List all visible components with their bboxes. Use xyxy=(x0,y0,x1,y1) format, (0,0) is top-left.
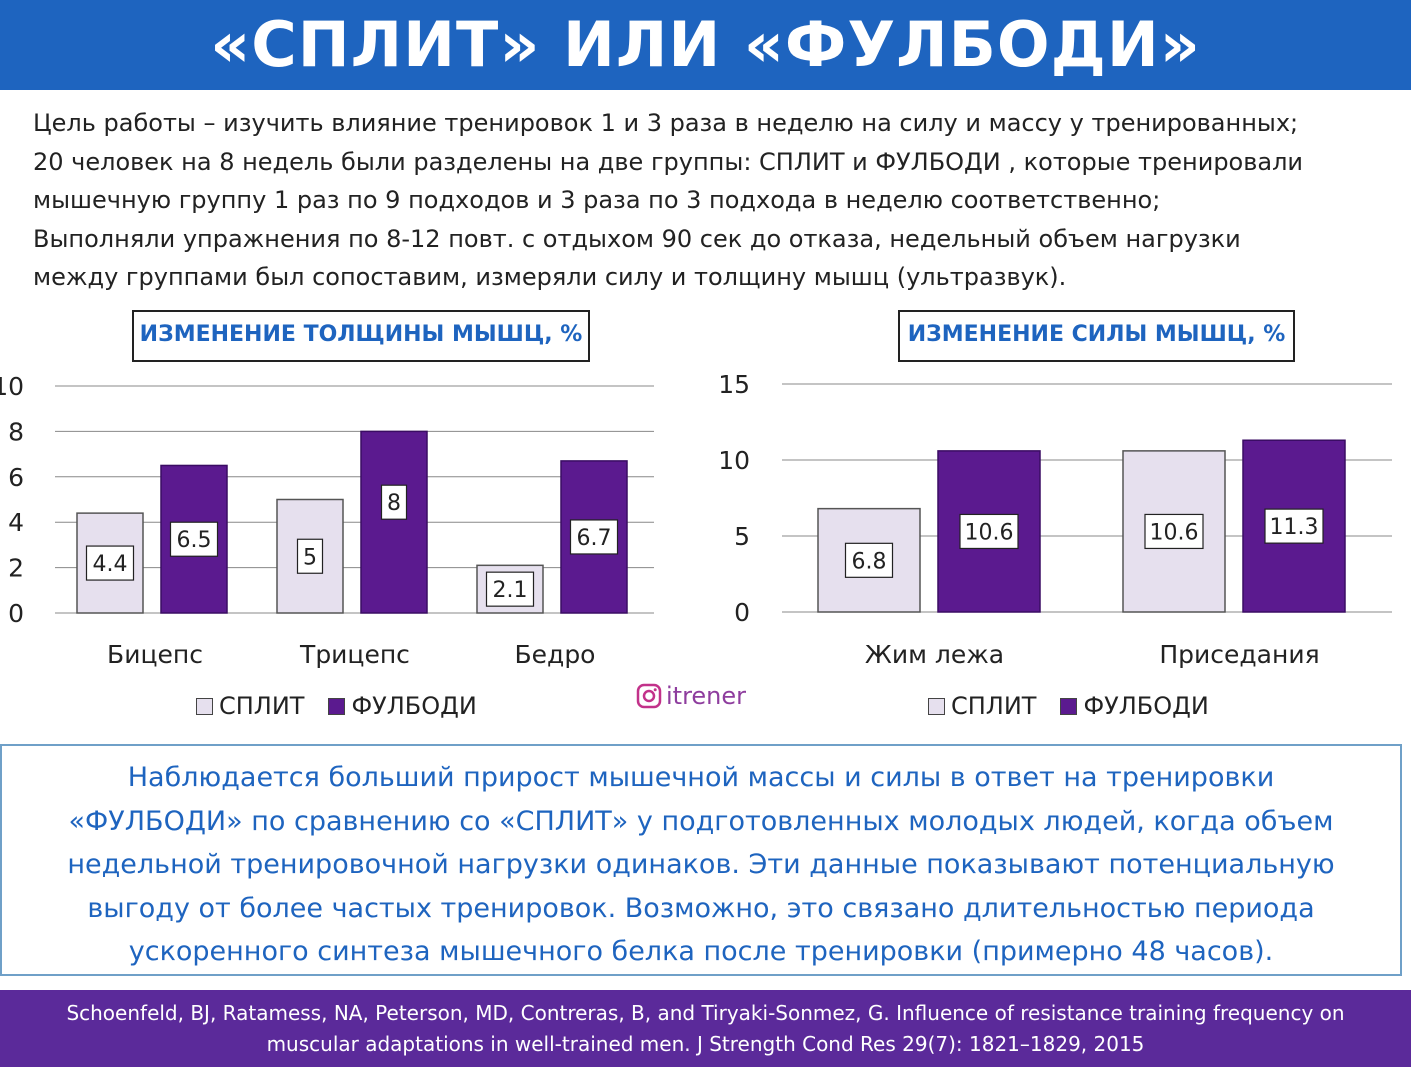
y-tick-label: 15 xyxy=(718,370,750,399)
data-label: 6.5 xyxy=(177,528,212,553)
data-label: 10.6 xyxy=(1150,520,1199,545)
data-label: 6.8 xyxy=(852,549,887,574)
y-tick-label: 8 xyxy=(8,417,24,446)
bar xyxy=(360,430,428,614)
y-tick-label: 6 xyxy=(8,463,24,492)
legend-item-split: СПЛИТ xyxy=(196,692,304,720)
conclusion-line: недельной тренировочной нагрузки одинако… xyxy=(67,849,1335,880)
data-label: 5 xyxy=(303,545,317,570)
data-label-box xyxy=(959,513,1019,550)
data-label: 4.4 xyxy=(93,552,128,577)
conclusion-line: выгоду от более частых тренировок. Возмо… xyxy=(87,892,1315,924)
legend-label-fullbody: ФУЛБОДИ xyxy=(351,692,477,720)
y-tick-label: 4 xyxy=(8,508,24,537)
y-tick-label: 0 xyxy=(8,599,24,628)
data-label: 2.1 xyxy=(493,578,528,603)
conclusion-line: Наблюдается больший прирост мышечной мас… xyxy=(127,762,1275,793)
x-category-label: Жим лежа xyxy=(865,640,1004,669)
data-label: 6.7 xyxy=(577,526,612,551)
citation-line: Schoenfeld, BJ, Ratamess, NA, Peterson, … xyxy=(66,1001,1345,1025)
legend-label-fullbody: ФУЛБОДИ xyxy=(1083,692,1209,720)
intro-line: мышечную группу 1 раз по 9 подходов и 3 … xyxy=(33,186,1161,214)
legend-item-fullbody: ФУЛБОДИ xyxy=(328,692,477,720)
instagram-icon xyxy=(636,683,662,709)
legend-swatch-fullbody xyxy=(1060,697,1078,715)
conclusion-box: Наблюдается больший прирост мышечной мас… xyxy=(0,744,1402,976)
citation-footer: Schoenfeld, BJ, Ratamess, NA, Peterson, … xyxy=(0,990,1411,1067)
y-tick-label: 10 xyxy=(718,446,750,475)
x-category-label: Бедро xyxy=(515,640,596,669)
data-label-box xyxy=(569,519,619,555)
intro-line: между группами был сопоставим, измеряли … xyxy=(33,263,1067,291)
data-label-box xyxy=(380,484,408,520)
data-label-box xyxy=(1144,513,1204,550)
y-tick-label: 0 xyxy=(734,598,750,627)
legend-label-split: СПЛИТ xyxy=(219,692,305,720)
y-tick-label: 10 xyxy=(0,372,24,401)
x-category-label: Трицепс xyxy=(299,640,410,669)
chart-title-strength: ИЗМЕНЕНИЕ СИЛЫ МЫШЦ, % xyxy=(898,310,1295,362)
data-label: 11.3 xyxy=(1270,515,1319,540)
data-label: 8 xyxy=(387,491,401,516)
intro-text: Цель работы – изучить влияние тренировок… xyxy=(33,104,1403,297)
legend-item-split: СПЛИТ xyxy=(928,692,1036,720)
legend-item-fullbody: ФУЛБОДИ xyxy=(1060,692,1209,720)
watermark-text: itrener xyxy=(666,682,747,710)
legend-label-split: СПЛИТ xyxy=(951,692,1037,720)
intro-line: 20 человек на 8 недель были разделены на… xyxy=(33,147,1304,176)
intro-line: Цель работы – изучить влияние тренировок… xyxy=(33,109,1299,137)
intro-line: Выполняли упражнения по 8-12 повт. с отд… xyxy=(33,224,1241,253)
legend-swatch-split xyxy=(196,697,213,715)
data-label-box xyxy=(296,538,324,574)
x-category-label: Бицепс xyxy=(107,640,203,669)
data-label: 10.6 xyxy=(965,520,1014,545)
data-label-box xyxy=(485,571,535,607)
conclusion-line: «ФУЛБОДИ» по сравнению со «СПЛИТ» у подг… xyxy=(68,805,1334,837)
chart-title-thickness: ИЗМЕНЕНИЕ ТОЛЩИНЫ МЫШЦ, % xyxy=(132,310,590,362)
citation-line: muscular adaptations in well-trained men… xyxy=(266,1032,1145,1056)
data-label-box xyxy=(844,542,894,578)
legend-thickness: СПЛИТ ФУЛБОДИ xyxy=(196,692,501,720)
y-tick-label: 5 xyxy=(734,522,750,551)
page-title: «СПЛИТ» ИЛИ «ФУЛБОДИ» xyxy=(0,0,1411,90)
legend-strength: СПЛИТ ФУЛБОДИ xyxy=(928,692,1233,720)
x-category-label: Приседания xyxy=(1159,640,1319,669)
data-label-box xyxy=(169,521,219,557)
legend-swatch-fullbody xyxy=(328,697,346,715)
conclusion-line: ускоренного синтеза мышечного белка посл… xyxy=(128,936,1274,967)
data-label-box xyxy=(1264,508,1324,544)
watermark: itrener xyxy=(636,682,746,710)
y-tick-label: 2 xyxy=(8,554,24,583)
data-label-box xyxy=(85,545,135,581)
legend-swatch-split xyxy=(928,697,945,715)
